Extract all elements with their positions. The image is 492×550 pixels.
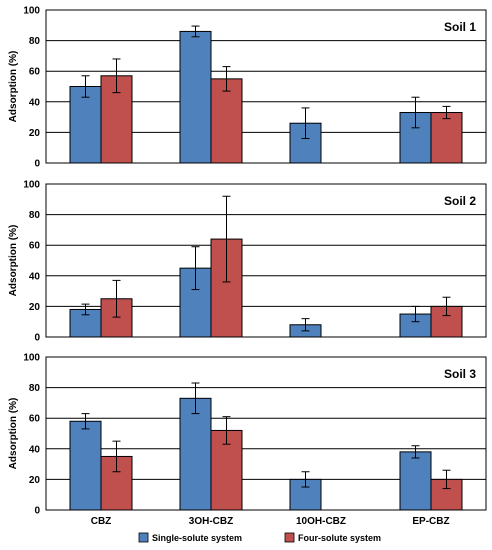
legend-swatch-single	[138, 532, 149, 543]
panel-title: Soil 3	[444, 367, 476, 381]
plot-frame	[45, 356, 487, 511]
panel-title: Soil 2	[444, 194, 476, 208]
y-tick-label: 40	[29, 444, 41, 455]
bar	[179, 397, 212, 511]
x-tick-label: EP-CBZ	[412, 516, 449, 527]
y-tick-label: 20	[29, 475, 41, 486]
y-tick-label: 60	[29, 67, 41, 78]
y-tick-label: 0	[34, 159, 40, 170]
y-tick-label: 100	[23, 353, 40, 364]
y-tick-label: 40	[29, 97, 41, 108]
y-tick-label: 20	[29, 302, 41, 313]
panel-title: Soil 1	[444, 20, 476, 34]
y-axis-label: Adsorption (%)	[8, 225, 19, 297]
y-tick-label: 100	[23, 180, 40, 191]
x-tick-label: 3OH-CBZ	[189, 516, 233, 527]
x-tick-label: CBZ	[91, 516, 112, 527]
y-tick-label: 0	[34, 333, 40, 344]
bar	[69, 86, 102, 164]
plot-frame	[45, 183, 487, 338]
bar	[430, 112, 463, 164]
y-axis-label: Adsorption (%)	[8, 398, 19, 470]
bar	[399, 451, 432, 511]
y-tick-label: 40	[29, 271, 41, 282]
y-tick-label: 100	[23, 6, 40, 17]
bar	[69, 420, 102, 511]
y-tick-label: 80	[29, 210, 41, 221]
y-tick-label: 80	[29, 383, 41, 394]
y-axis-label: Adsorption (%)	[8, 51, 19, 123]
y-tick-label: 20	[29, 128, 41, 139]
legend-label-single: Single-solute system	[152, 533, 242, 543]
x-tick-label: 10OH-CBZ	[296, 516, 346, 527]
y-tick-label: 60	[29, 414, 41, 425]
legend-swatch-four	[284, 532, 295, 543]
plot-frame	[45, 9, 487, 164]
y-tick-label: 60	[29, 241, 41, 252]
y-tick-label: 0	[34, 506, 40, 517]
bar	[179, 30, 212, 164]
bar	[210, 78, 243, 164]
legend-label-four: Four-solute system	[298, 533, 381, 543]
y-tick-label: 80	[29, 36, 41, 47]
